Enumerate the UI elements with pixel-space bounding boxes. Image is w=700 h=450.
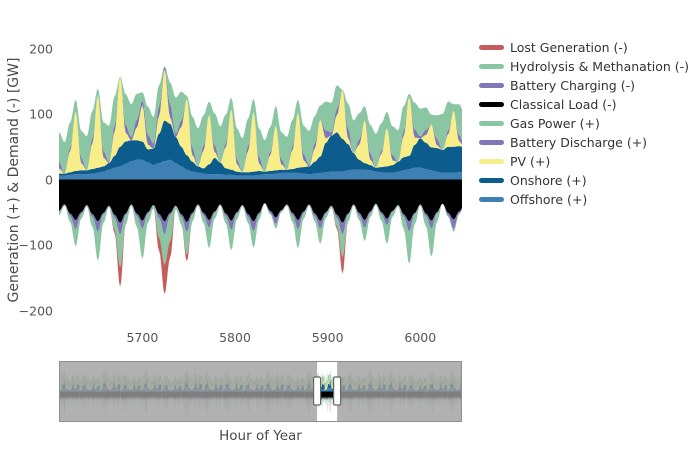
x-tick-label: 6000 <box>404 330 437 345</box>
area-hydrolysis-methanation <box>324 396 345 410</box>
area-offshore <box>59 159 462 180</box>
legend-label: PV (+) <box>510 154 551 169</box>
area-classical-load <box>59 179 462 223</box>
legend-item-lost-generation[interactable]: Lost Generation (-) <box>479 38 689 57</box>
legend-label: Classical Load (-) <box>510 97 617 112</box>
rangeslider-mask-left[interactable] <box>59 361 318 422</box>
rangeslider-handle-left[interactable] <box>312 376 322 406</box>
legend-swatch-icon <box>479 121 504 126</box>
rangeslider-mask-right[interactable] <box>337 361 462 422</box>
legend-label: Onshore (+) <box>510 173 587 188</box>
area-battery-charging <box>59 203 462 235</box>
y-tick-label: 0 <box>45 172 53 187</box>
rangeslider <box>59 361 462 422</box>
y-tick-label: −100 <box>18 237 53 253</box>
x-axis-title: Hour of Year <box>219 428 302 444</box>
legend-label: Battery Charging (-) <box>510 78 635 93</box>
legend-item-classical-load[interactable]: Classical Load (-) <box>479 95 689 114</box>
legend-swatch-icon <box>479 45 504 50</box>
main-plot-area[interactable] <box>53 66 464 295</box>
legend-item-gas-power[interactable]: Gas Power (+) <box>479 114 689 133</box>
area-gas-power <box>59 66 462 174</box>
x-tick-label: 5900 <box>311 330 344 345</box>
legend-swatch-icon <box>479 178 504 183</box>
area-hydrolysis-methanation <box>59 203 462 268</box>
x-tick-label: 5800 <box>219 330 251 345</box>
legend-label: Gas Power (+) <box>510 116 600 131</box>
legend-label: Offshore (+) <box>510 192 588 207</box>
legend-item-onshore[interactable]: Onshore (+) <box>479 171 689 190</box>
rangeslider-border <box>59 361 462 422</box>
legend-item-hydrolysis-methanation[interactable]: Hydrolysis & Methanation (-) <box>479 57 689 76</box>
legend-item-offshore[interactable]: Offshore (+) <box>479 190 689 209</box>
legend-label: Lost Generation (-) <box>510 40 628 55</box>
area-onshore <box>59 120 462 176</box>
y-tick-label: −200 <box>18 303 53 318</box>
legend-swatch-icon <box>479 197 504 202</box>
legend-label: Battery Discharge (+) <box>510 135 648 150</box>
legend-swatch-icon <box>479 64 504 69</box>
legend-swatch-icon <box>479 140 504 145</box>
legend-item-pv[interactable]: PV (+) <box>479 152 689 171</box>
x-tick-label: 5700 <box>126 330 159 345</box>
legend-label: Hydrolysis & Methanation (-) <box>510 59 690 74</box>
legend-item-battery-discharge[interactable]: Battery Discharge (+) <box>479 133 689 152</box>
legend-swatch-icon <box>479 102 504 107</box>
y-tick-label: 100 <box>29 106 53 122</box>
legend-item-battery-charging[interactable]: Battery Charging (-) <box>479 76 689 95</box>
legend-swatch-icon <box>479 83 504 88</box>
legend-swatch-icon <box>479 159 504 164</box>
legend: Lost Generation (-) Hydrolysis & Methanat… <box>479 38 689 209</box>
area-pv <box>59 69 462 174</box>
rangeslider-handle-right[interactable] <box>332 376 342 406</box>
y-tick-label: 200 <box>29 41 53 56</box>
